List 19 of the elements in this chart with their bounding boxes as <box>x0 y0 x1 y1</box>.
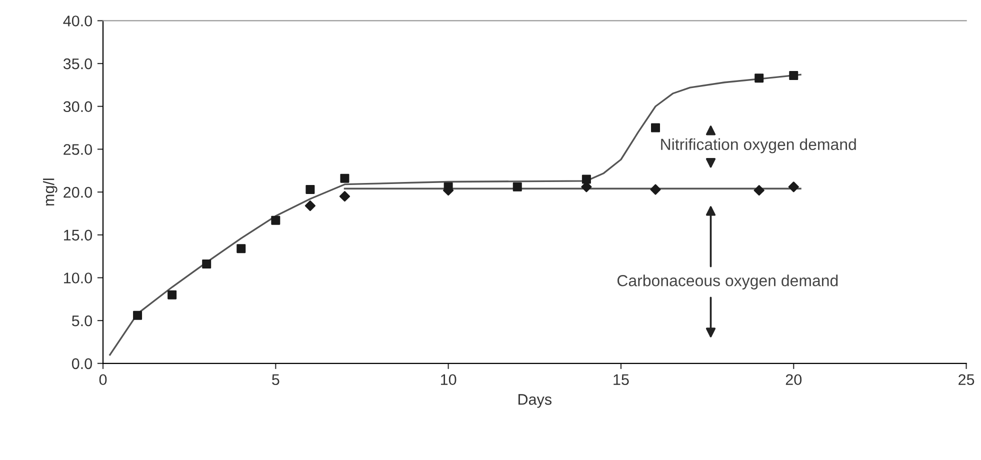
y-tick-label: 35.0 <box>63 58 92 70</box>
annotation: Nitrification oxygen demand <box>661 138 856 154</box>
annotation: Carbonaceous oxygen demand <box>617 274 838 290</box>
y-tick-label: 40.0 <box>63 16 92 26</box>
y-tick-label: 30.0 <box>63 101 92 112</box>
x-tick-label: 5 <box>272 374 280 386</box>
x-tick-label: 10 <box>440 374 456 386</box>
x-tick-label: 0 <box>99 374 107 386</box>
y-tick-label: 25.0 <box>64 144 92 155</box>
y-tick-label: 20.0 <box>64 186 92 198</box>
y-tick-label: 10.0 <box>64 272 92 284</box>
y-tick-label: 15.0 <box>64 230 92 241</box>
x-axis-title: Days <box>518 394 552 408</box>
y-axis-title: mg/l <box>43 178 58 206</box>
x-tick-label: 25 <box>958 374 974 386</box>
x-tick-label: 20 <box>786 374 802 386</box>
x-tick-label: 15 <box>614 374 629 386</box>
y-tick-label: 0.0 <box>72 358 92 370</box>
y-tick-label: 5.0 <box>72 315 92 326</box>
